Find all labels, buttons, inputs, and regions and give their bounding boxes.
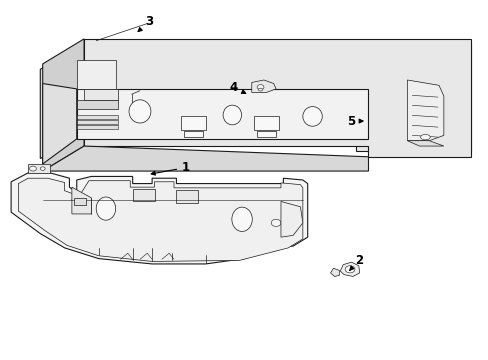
Polygon shape [77, 125, 118, 129]
Text: 4: 4 [229, 81, 245, 94]
Polygon shape [81, 44, 469, 152]
Polygon shape [28, 164, 50, 173]
Polygon shape [77, 60, 116, 89]
Polygon shape [72, 187, 91, 214]
Polygon shape [176, 190, 198, 203]
Polygon shape [19, 178, 302, 261]
Polygon shape [84, 39, 469, 157]
Polygon shape [183, 131, 203, 137]
Polygon shape [256, 131, 276, 137]
Ellipse shape [302, 107, 322, 126]
Polygon shape [11, 173, 307, 264]
Polygon shape [42, 146, 368, 171]
Circle shape [30, 166, 36, 171]
Polygon shape [181, 116, 205, 130]
Polygon shape [77, 120, 118, 124]
Polygon shape [330, 268, 339, 276]
Polygon shape [77, 100, 118, 109]
Polygon shape [132, 189, 154, 202]
Polygon shape [84, 89, 118, 100]
Circle shape [345, 266, 354, 273]
Circle shape [257, 85, 264, 90]
Polygon shape [407, 80, 443, 141]
Ellipse shape [223, 105, 241, 125]
Circle shape [258, 88, 262, 91]
Polygon shape [254, 116, 278, 130]
Ellipse shape [129, 100, 151, 123]
Text: 1: 1 [151, 161, 190, 175]
Text: 3: 3 [138, 14, 153, 32]
Ellipse shape [96, 197, 116, 220]
Polygon shape [74, 198, 86, 205]
Ellipse shape [420, 134, 429, 140]
Text: 2: 2 [349, 254, 362, 270]
Circle shape [40, 167, 45, 170]
Polygon shape [281, 202, 302, 237]
Polygon shape [77, 89, 368, 139]
Circle shape [271, 219, 281, 226]
Polygon shape [40, 44, 81, 158]
Polygon shape [42, 84, 77, 164]
Polygon shape [42, 39, 84, 171]
Polygon shape [251, 80, 276, 93]
Ellipse shape [231, 207, 252, 231]
Text: 5: 5 [346, 114, 362, 127]
Polygon shape [407, 141, 443, 146]
Polygon shape [77, 114, 118, 119]
Polygon shape [340, 262, 359, 276]
